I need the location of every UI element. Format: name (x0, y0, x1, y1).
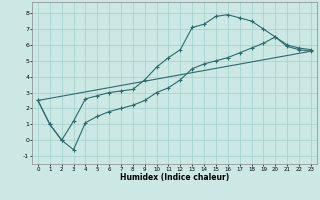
X-axis label: Humidex (Indice chaleur): Humidex (Indice chaleur) (120, 173, 229, 182)
